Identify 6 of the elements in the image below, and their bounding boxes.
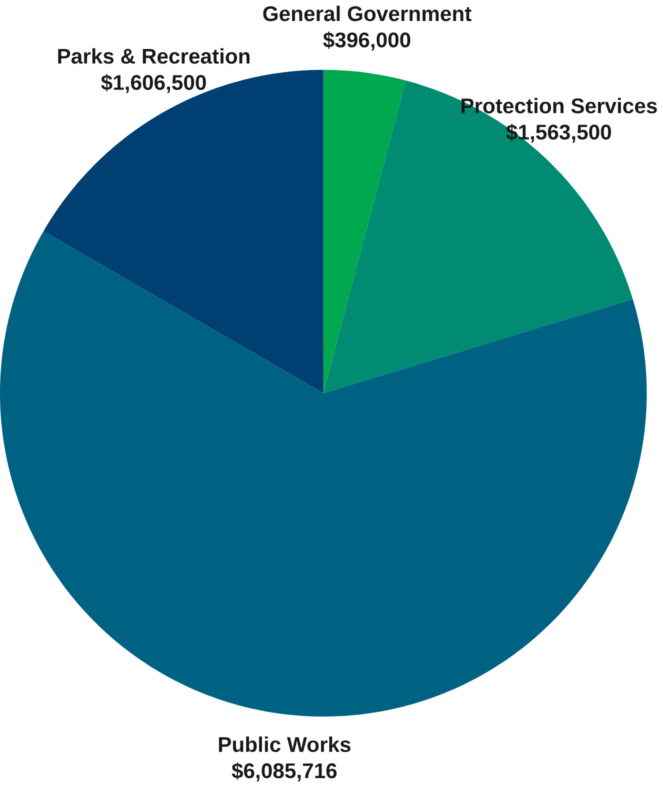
slice-label: General Government xyxy=(263,6,472,22)
data-label: $6,085,716 xyxy=(232,762,336,782)
slice-label: Parks & Recreation xyxy=(58,48,250,64)
data-label: $396,000 xyxy=(322,32,410,50)
slice-label: Public Works xyxy=(218,736,350,752)
data-label: $1,606,500 xyxy=(100,74,206,94)
